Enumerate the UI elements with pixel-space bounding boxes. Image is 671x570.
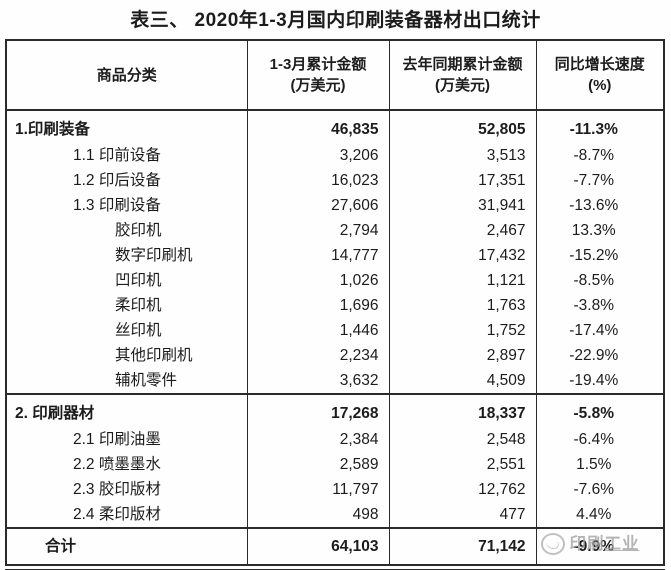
amount-current-cell: 11,797 xyxy=(246,477,389,502)
amount-previous-cell: 52,805 xyxy=(388,109,536,143)
header-yoy-growth: 同比增长速度 (%) xyxy=(535,40,664,111)
header-category: 商品分类 xyxy=(6,40,247,111)
category-cell: 合计 xyxy=(6,527,247,565)
table-row: 1.2 印后设备 16,023 17,351 -7.7% xyxy=(6,168,664,193)
category-cell: 数字印刷机 xyxy=(115,247,193,264)
amount-previous-cell: 1,763 xyxy=(388,293,536,318)
table-row: 凹印机 1,026 1,121 -8.5% xyxy=(6,268,664,293)
amount-previous-cell: 3,513 xyxy=(388,143,536,168)
amount-previous-cell: 17,351 xyxy=(388,168,536,193)
amount-current-cell: 2,384 xyxy=(246,427,389,452)
category-cell: 1.1 印前设备 xyxy=(73,147,161,164)
table-header: 商品分类 1-3月累计金额 (万美元) 去年同期累计金额 (万美元) 同比增长速度(… xyxy=(6,40,664,111)
table-row: 1.印刷装备 46,835 52,805 -11.3% xyxy=(6,109,664,143)
amount-current-cell: 17,268 xyxy=(246,393,389,427)
header-previous-amount: 去年同期累计金额 (万美元) xyxy=(388,40,536,111)
table-row: 丝印机 1,446 1,752 -17.4% xyxy=(6,318,664,343)
table-row: 数字印刷机 14,777 17,432 -15.2% xyxy=(6,243,664,268)
amount-previous-cell: 18,337 xyxy=(388,393,536,427)
yoy-cell: -6.4% xyxy=(535,427,664,452)
table-row: 2. 印刷器材 17,268 18,337 -5.8% xyxy=(6,393,664,427)
amount-current-cell: 3,632 xyxy=(246,368,389,394)
yoy-cell: -7.7% xyxy=(535,168,664,193)
table-row: 2.2 喷墨墨水 2,589 2,551 1.5% xyxy=(6,452,664,477)
yoy-cell: 13.3% xyxy=(535,218,664,243)
category-cell: 2.1 印刷油墨 xyxy=(73,431,161,448)
category-cell: 丝印机 xyxy=(115,322,162,339)
amount-previous-cell: 2,897 xyxy=(388,343,536,368)
yoy-cell: -7.6% xyxy=(535,477,664,502)
amount-current-cell: 2,794 xyxy=(246,218,389,243)
header-row: 商品分类 1-3月累计金额 (万美元) 去年同期累计金额 (万美元) 同比增长速度(… xyxy=(6,40,664,111)
yoy-cell: -17.4% xyxy=(535,318,664,343)
amount-current-cell: 2,234 xyxy=(246,343,389,368)
category-cell: 2.3 胶印版材 xyxy=(73,481,161,498)
yoy-cell: -13.6% xyxy=(535,193,664,218)
amount-previous-cell: 2,467 xyxy=(388,218,536,243)
category-cell: 2.2 喷墨墨水 xyxy=(73,456,161,473)
table-body: 1.印刷装备 46,835 52,805 -11.3% 1.1 印前设备 3,2… xyxy=(6,109,664,565)
category-cell: 1.印刷装备 xyxy=(6,109,247,143)
category-cell: 1.2 印后设备 xyxy=(73,172,161,189)
category-cell: 2.4 柔印版材 xyxy=(73,506,161,523)
category-cell: 柔印机 xyxy=(115,297,162,314)
category-cell: 凹印机 xyxy=(115,272,162,289)
amount-current-cell: 498 xyxy=(246,502,389,528)
category-cell: 胶印机 xyxy=(115,222,162,239)
amount-current-cell: 1,026 xyxy=(246,268,389,293)
amount-previous-cell: 31,941 xyxy=(388,193,536,218)
amount-previous-cell: 4,509 xyxy=(388,368,536,394)
table-row: 柔印机 1,696 1,763 -3.8% xyxy=(6,293,664,318)
table-row: 其他印刷机 2,234 2,897 -22.9% xyxy=(6,343,664,368)
amount-previous-cell: 2,548 xyxy=(388,427,536,452)
statistics-table-wrapper: 商品分类 1-3月累计金额 (万美元) 去年同期累计金额 (万美元) 同比增长速度(… xyxy=(5,39,665,570)
amount-previous-cell: 17,432 xyxy=(388,243,536,268)
yoy-cell: -9.9% 印刷工业 xyxy=(535,527,664,565)
table-row: 2.1 印刷油墨 2,384 2,548 -6.4% xyxy=(6,427,664,452)
amount-current-cell: 3,206 xyxy=(246,143,389,168)
amount-current-cell: 2,589 xyxy=(246,452,389,477)
total-yoy-value: -9.9% xyxy=(573,538,615,555)
amount-previous-cell: 1,752 xyxy=(388,318,536,343)
amount-current-cell: 27,606 xyxy=(246,193,389,218)
total-row: 合计 64,103 71,142 -9.9% 印刷工业 xyxy=(6,527,664,565)
amount-previous-cell: 477 xyxy=(388,502,536,528)
amount-current-cell: 16,023 xyxy=(246,168,389,193)
table-row: 1.1 印前设备 3,206 3,513 -8.7% xyxy=(6,143,664,168)
yoy-cell: 1.5% xyxy=(535,452,664,477)
table-row: 辅机零件 3,632 4,509 -19.4% xyxy=(6,368,664,394)
watermark-logo-icon xyxy=(540,533,565,555)
yoy-cell: -8.5% xyxy=(535,268,664,293)
amount-current-cell: 46,835 xyxy=(246,109,389,143)
yoy-cell: -22.9% xyxy=(535,343,664,368)
category-cell: 2. 印刷器材 xyxy=(6,393,247,427)
table-row: 1.3 印刷设备 27,606 31,941 -13.6% xyxy=(6,193,664,218)
amount-previous-cell: 71,142 xyxy=(388,527,536,565)
yoy-cell: -3.8% xyxy=(535,293,664,318)
amount-previous-cell: 1,121 xyxy=(388,268,536,293)
category-cell: 1.3 印刷设备 xyxy=(73,197,161,214)
category-cell: 其他印刷机 xyxy=(115,347,193,364)
header-current-amount: 1-3月累计金额 (万美元) xyxy=(246,40,389,111)
yoy-cell: 4.4% xyxy=(535,502,664,528)
yoy-cell: -19.4% xyxy=(535,368,664,394)
table-title: 表三、 2020年1-3月国内印刷装备器材出口统计 xyxy=(130,10,541,31)
amount-current-cell: 1,446 xyxy=(246,318,389,343)
yoy-cell: -8.7% xyxy=(535,143,664,168)
amount-previous-cell: 2,551 xyxy=(388,452,536,477)
category-cell: 辅机零件 xyxy=(115,372,178,389)
table-row: 2.4 柔印版材 498 477 4.4% xyxy=(6,502,664,528)
amount-current-cell: 14,777 xyxy=(246,243,389,268)
yoy-cell: -11.3% xyxy=(535,109,664,143)
table-row: 2.3 胶印版材 11,797 12,762 -7.6% xyxy=(6,477,664,502)
amount-previous-cell: 12,762 xyxy=(388,477,536,502)
table-row: 胶印机 2,794 2,467 13.3% xyxy=(6,218,664,243)
amount-current-cell: 64,103 xyxy=(246,527,389,565)
amount-current-cell: 1,696 xyxy=(246,293,389,318)
export-statistics-table: 商品分类 1-3月累计金额 (万美元) 去年同期累计金额 (万美元) 同比增长速度(… xyxy=(5,39,665,566)
yoy-cell: -15.2% xyxy=(535,243,664,268)
yoy-cell: -5.8% xyxy=(535,393,664,427)
